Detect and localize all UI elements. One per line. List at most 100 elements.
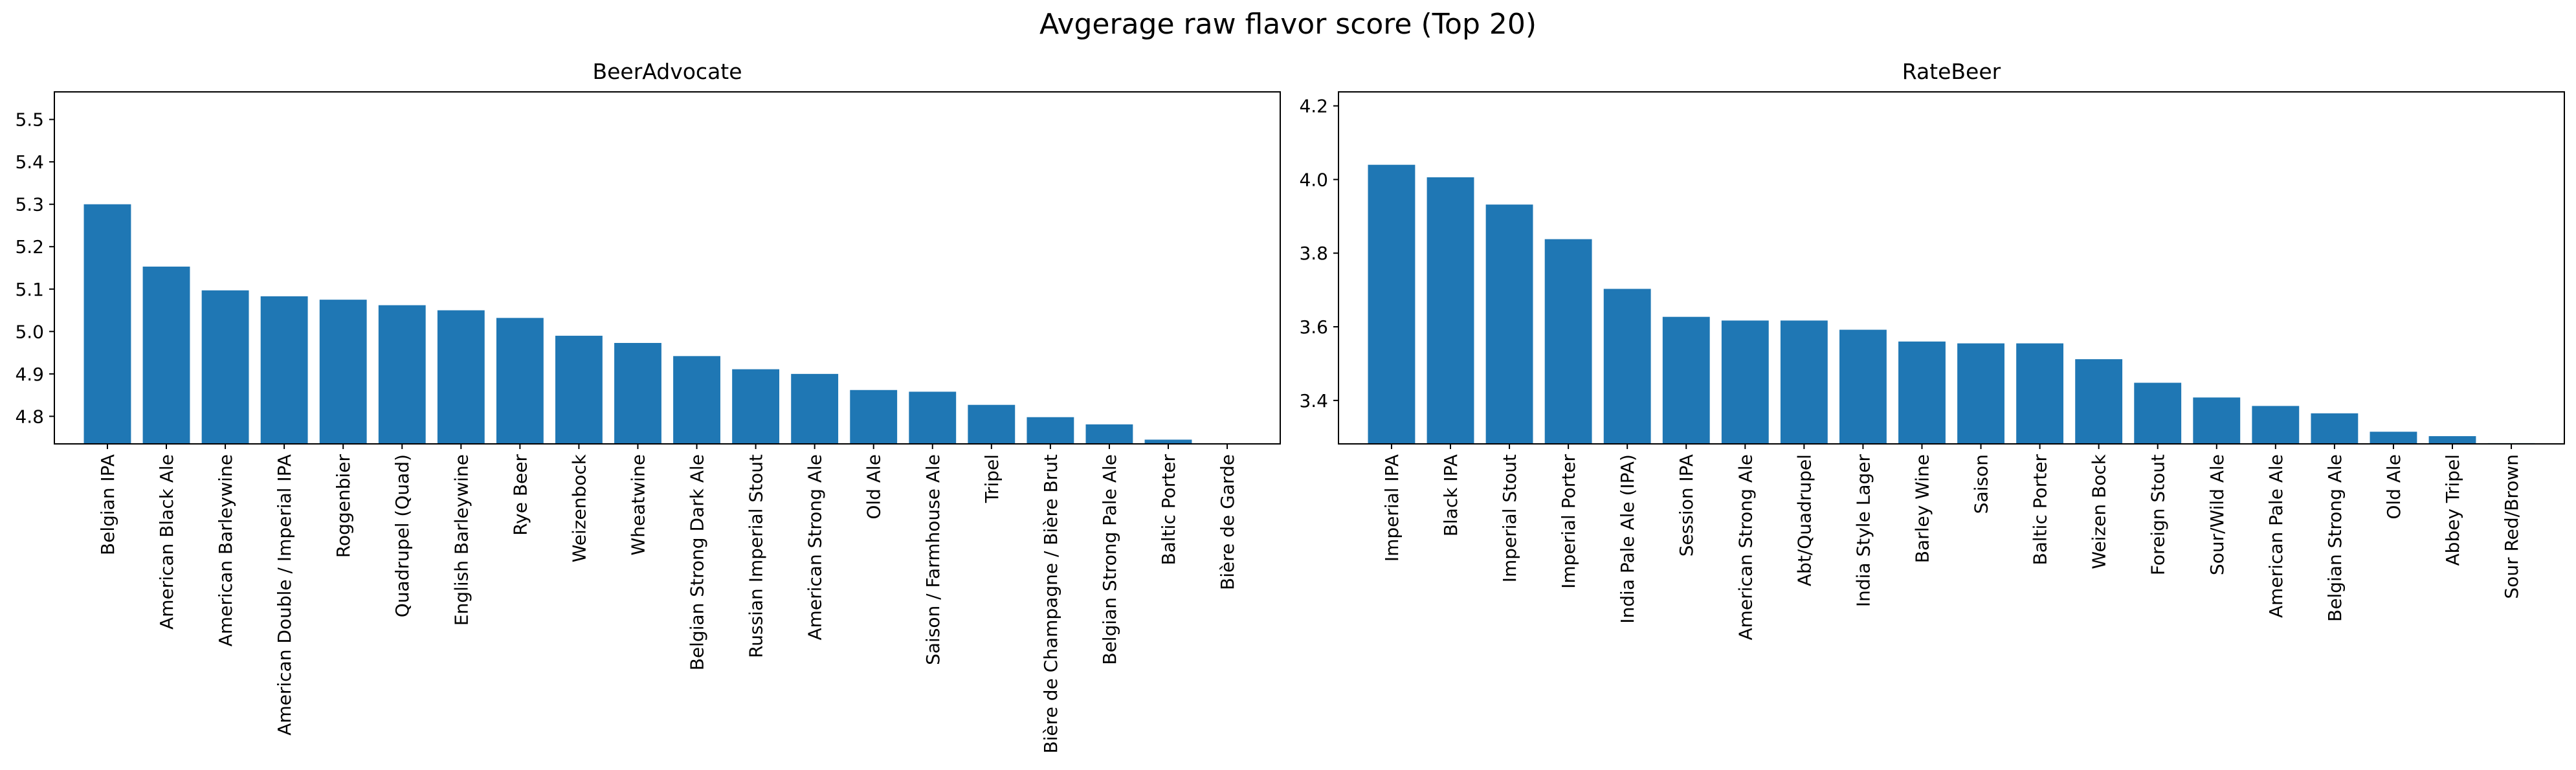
bar-beeradvocate-18 — [1144, 439, 1192, 444]
x-tick-label: Imperial Porter — [1558, 454, 1579, 589]
bar-beeradvocate-15 — [968, 404, 1016, 444]
x-tick-label: American Black Ale — [156, 454, 177, 630]
y-tick-label: 3.4 — [1299, 390, 1328, 412]
x-tick-label: Barley Wine — [1911, 454, 1933, 563]
bar-ratebeer-7 — [1780, 320, 1828, 444]
bar-ratebeer-16 — [2311, 413, 2359, 444]
y-tick-label: 5.1 — [15, 279, 44, 300]
bar-ratebeer-12 — [2075, 359, 2123, 444]
bar-ratebeer-15 — [2252, 406, 2300, 444]
x-tick-label: Bière de Garde — [1217, 454, 1238, 590]
bar-beeradvocate-11 — [732, 369, 780, 444]
x-tick-label: Roggenbier — [333, 454, 354, 558]
bar-beeradvocate-3 — [260, 296, 308, 444]
bar-beeradvocate-16 — [1027, 417, 1074, 444]
bar-beeradvocate-10 — [673, 356, 720, 444]
x-tick-label: Belgian Strong Dark Ale — [687, 454, 708, 670]
y-tick-label: 5.3 — [15, 194, 44, 215]
y-tick-label: 4.2 — [1299, 96, 1328, 117]
x-tick-label: Old Ale — [2383, 454, 2404, 520]
bar-beeradvocate-4 — [319, 300, 367, 444]
bar-beeradvocate-5 — [378, 305, 426, 444]
x-tick-label: Sour Red/Brown — [2501, 454, 2522, 599]
x-tick-label: Session IPA — [1676, 454, 1697, 556]
bar-beeradvocate-0 — [83, 204, 131, 444]
y-tick-label: 5.0 — [15, 321, 44, 342]
x-tick-label: Old Ale — [863, 454, 885, 520]
x-tick-label: American Barleywine — [215, 454, 236, 646]
bar-beeradvocate-2 — [201, 290, 249, 444]
bar-beeradvocate-6 — [437, 310, 485, 444]
x-tick-label: Weizenbock — [568, 454, 590, 562]
panel-ratebeer: RateBeer 3.4 3.6 3.8 4.0 4.2 Imperial IPA Black… — [1299, 59, 2565, 641]
figure-title: Avgerage raw flavor score (Top 20) — [1039, 8, 1537, 41]
bar-ratebeer-0 — [1368, 164, 1416, 445]
bar-ratebeer-11 — [2016, 343, 2064, 444]
x-tick-label: Tripel — [981, 454, 1003, 503]
x-tick-label: Imperial Stout — [1499, 454, 1520, 582]
x-tick-label: Rye Beer — [509, 454, 531, 536]
panel-title: RateBeer — [1902, 59, 2001, 84]
bar-ratebeer-14 — [2193, 397, 2241, 444]
y-tick-label: 4.0 — [1299, 169, 1328, 190]
y-tick-label: 3.8 — [1299, 243, 1328, 264]
bar-ratebeer-2 — [1485, 204, 1533, 444]
bar-beeradvocate-17 — [1085, 424, 1133, 444]
x-tick-label: Abt/Quadrupel — [1793, 454, 1815, 586]
bar-ratebeer-13 — [2134, 382, 2182, 444]
bar-beeradvocate-7 — [496, 318, 544, 444]
x-tick-label: Quadrupel (Quad) — [392, 454, 413, 617]
bar-ratebeer-6 — [1721, 320, 1769, 444]
y-tick-label: 5.4 — [15, 151, 44, 173]
bar-beeradvocate-12 — [791, 373, 839, 444]
x-tick-label: Foreign Stout — [2148, 454, 2169, 575]
bar-ratebeer-18 — [2428, 436, 2476, 444]
bar-beeradvocate-1 — [142, 267, 190, 444]
x-tick-label: Baltic Porter — [1158, 454, 1179, 566]
y-tick-label: 4.9 — [15, 364, 44, 385]
bar-ratebeer-1 — [1427, 177, 1474, 444]
x-tick-label: American Pale Ale — [2265, 454, 2287, 618]
bar-ratebeer-9 — [1898, 341, 1946, 444]
x-tick-label: Saison — [1971, 454, 1992, 514]
y-tick-label: 4.8 — [15, 406, 44, 427]
bar-ratebeer-5 — [1662, 316, 1710, 444]
x-tick-label: English Barleywine — [450, 454, 472, 626]
x-tick-label: Black IPA — [1440, 454, 1461, 536]
y-tick-label: 5.2 — [15, 236, 44, 258]
x-tick-label: Imperial IPA — [1381, 454, 1403, 562]
x-tick-label: American Double / Imperial IPA — [274, 454, 295, 736]
bar-beeradvocate-13 — [850, 390, 898, 444]
bar-ratebeer-3 — [1544, 239, 1592, 444]
y-tick-label: 3.6 — [1299, 316, 1328, 338]
axes-frame — [54, 91, 1281, 445]
panel-title: BeerAdvocate — [592, 59, 742, 84]
bar-beeradvocate-9 — [614, 343, 661, 444]
x-tick-label: Abbey Tripel — [2442, 454, 2463, 566]
x-tick-label: Belgian IPA — [97, 454, 118, 555]
bar-ratebeer-4 — [1603, 289, 1651, 444]
x-tick-label: Belgian Strong Pale Ale — [1099, 454, 1120, 665]
panel-beeradvocate: BeerAdvocate 4.8 4.9 5.0 5.1 5.2 5.3 5.4 5.5 Belg… — [15, 59, 1281, 753]
x-tick-label: Russian Imperial Stout — [746, 454, 767, 658]
axes-frame — [1338, 91, 2565, 445]
bar-ratebeer-17 — [2370, 432, 2417, 444]
x-tick-label: American Strong Ale — [1735, 454, 1756, 641]
x-tick-label: Baltic Porter — [2030, 454, 2051, 566]
bar-ratebeer-10 — [1957, 343, 2004, 444]
x-tick-label: Weizen Bock — [2089, 454, 2110, 569]
x-tick-label: India Pale Ale (IPA) — [1617, 454, 1638, 624]
bar-beeradvocate-14 — [909, 391, 957, 444]
x-tick-label: Sour/Wild Ale — [2206, 454, 2228, 575]
x-tick-label: Bière de Champagne / Bière Brut — [1040, 454, 1061, 753]
bar-beeradvocate-8 — [555, 335, 603, 444]
x-tick-label: Saison / Farmhouse Ale — [922, 454, 944, 665]
bar-ratebeer-8 — [1839, 329, 1887, 444]
x-tick-label: India Style Lager — [1852, 454, 1874, 608]
y-tick-label: 5.5 — [15, 109, 44, 131]
x-tick-label: American Strong Ale — [805, 454, 826, 641]
x-tick-label: Wheatwine — [627, 454, 649, 555]
x-tick-label: Belgian Strong Ale — [2324, 454, 2346, 622]
